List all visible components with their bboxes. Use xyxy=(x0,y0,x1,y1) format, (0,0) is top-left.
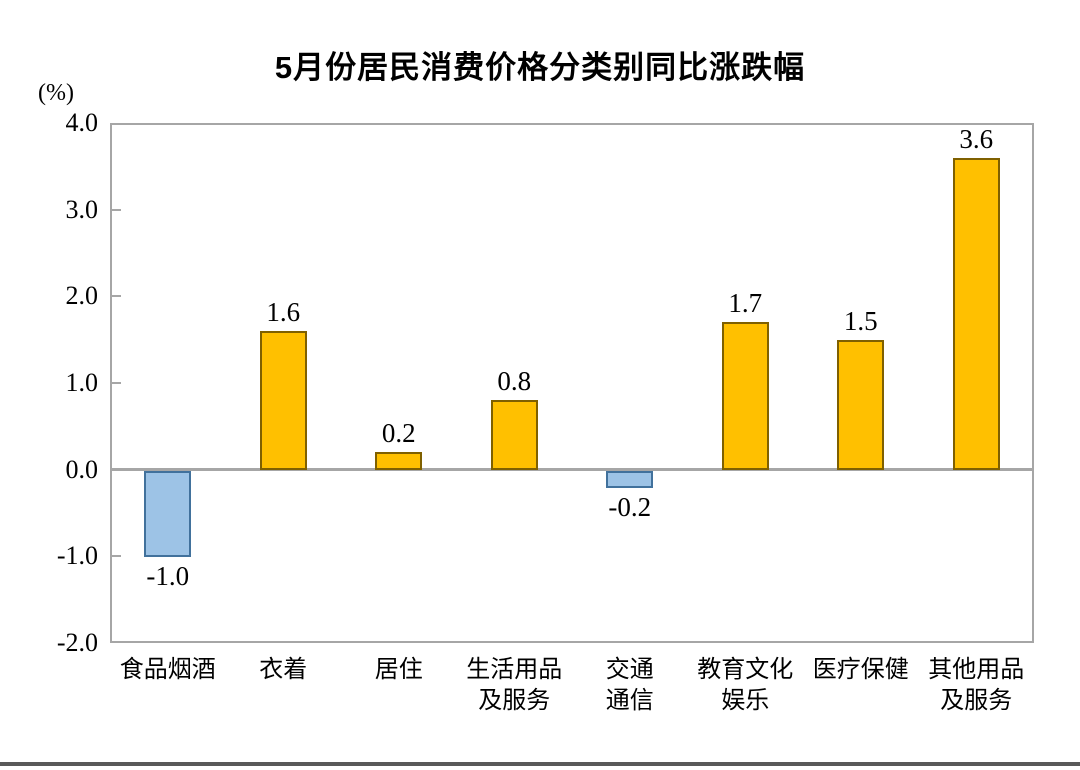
y-axis-tick-label: 3.0 xyxy=(65,194,99,224)
y-axis-tick-label: 4.0 xyxy=(65,108,99,137)
x-axis-category-label: 生活用品 及服务 xyxy=(466,657,563,714)
bar-2 xyxy=(375,452,423,470)
x-axis-category-label: 交通 通信 xyxy=(605,657,654,714)
x-axis-category-label: 衣着 xyxy=(259,657,308,683)
bar-value-label: 3.6 xyxy=(959,123,994,154)
bar-0 xyxy=(144,470,192,558)
bar-5 xyxy=(721,322,769,470)
x-axis-category-label: 医疗保健 xyxy=(812,657,909,683)
bar-value-label: 1.7 xyxy=(728,288,763,319)
y-axis-tick-label: 2.0 xyxy=(65,281,99,311)
bar-7 xyxy=(952,157,1000,470)
footer-rule xyxy=(0,762,1080,766)
x-axis-category-label: 教育文化 娱乐 xyxy=(697,657,794,714)
y-axis-tick-mark xyxy=(112,382,121,384)
y-axis-tick-label: -2.0 xyxy=(56,628,98,657)
y-axis-tick-label: 0.0 xyxy=(65,454,99,484)
bar-4 xyxy=(606,470,654,488)
y-axis-tick-label: 1.0 xyxy=(65,368,99,397)
y-axis-unit-label: (%) xyxy=(38,80,74,106)
bar-6 xyxy=(837,339,885,470)
y-axis-tick-mark xyxy=(112,295,121,298)
chart-title: 5月份居民消费价格分类别同比涨跌幅 xyxy=(274,50,806,85)
y-axis-tick-label: -1.0 xyxy=(56,541,98,571)
bar-value-label: -0.2 xyxy=(608,492,652,522)
bar-1 xyxy=(259,331,307,470)
bar-3 xyxy=(490,400,538,470)
bar-value-label: 0.2 xyxy=(381,418,416,449)
plot-area xyxy=(110,123,1034,643)
bar-value-label: 0.8 xyxy=(497,366,532,397)
zero-baseline xyxy=(110,468,1034,472)
y-axis-tick-mark xyxy=(112,555,121,558)
bar-value-label: 1.5 xyxy=(843,305,878,336)
x-axis-category-label: 其他用品 及服务 xyxy=(928,657,1025,714)
bar-value-label: -1.0 xyxy=(146,561,190,592)
bar-value-label: 1.6 xyxy=(266,297,301,327)
y-axis-tick-mark xyxy=(112,208,121,211)
x-axis-category-label: 食品烟酒 xyxy=(119,657,216,683)
x-axis-category-label: 居住 xyxy=(374,657,423,683)
